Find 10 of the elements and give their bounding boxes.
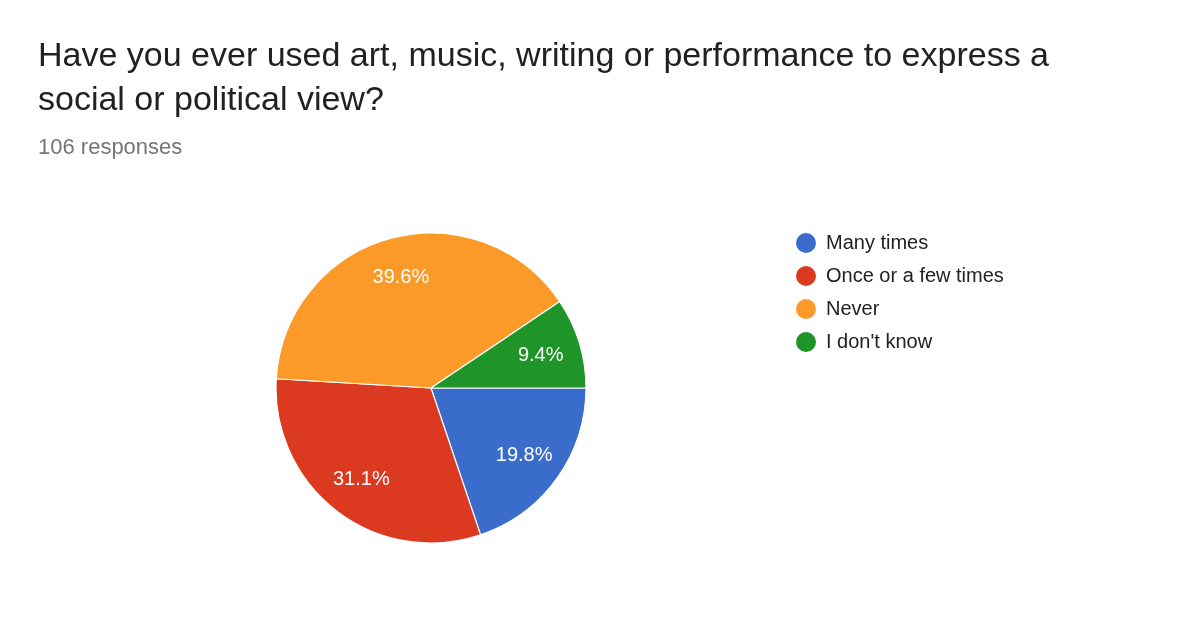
data-label: 9.4%	[517, 342, 564, 365]
legend-label: Many times	[826, 231, 929, 253]
data-label: 19.8%	[495, 442, 553, 465]
chart-subtitle: 106 responses	[38, 134, 183, 159]
legend-label: Never	[826, 297, 880, 319]
data-label: 31.1%	[332, 467, 390, 490]
legend-label: I don't know	[826, 330, 933, 352]
chart-title: Have you ever used art, music, writing or performance to express a social or political view?	[38, 35, 1050, 117]
data-label: 39.6%	[372, 265, 430, 288]
legend-label: Once or a few times	[826, 264, 1004, 286]
